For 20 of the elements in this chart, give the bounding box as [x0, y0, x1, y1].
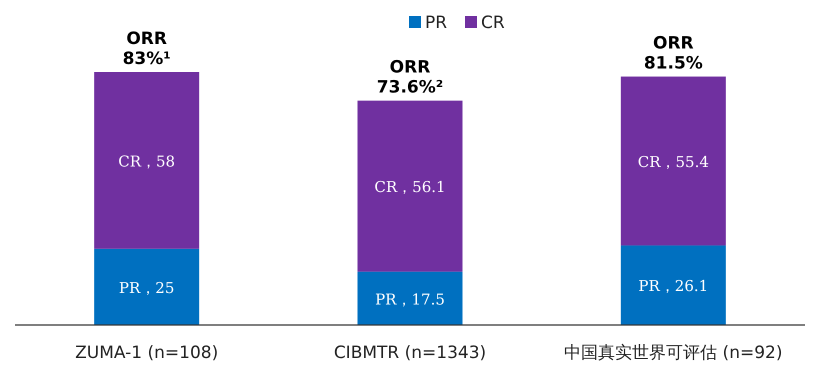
legend-label: CR: [481, 13, 505, 33]
data-label: PR，25: [118, 278, 174, 297]
data-label: CR，58: [118, 152, 176, 170]
data-label: PR，26.1: [638, 277, 708, 296]
total-label: ORR 83%¹: [122, 29, 171, 69]
bar: [358, 272, 462, 325]
bar: [620, 76, 726, 246]
bar: [358, 100, 462, 272]
x-tick-label: 中国真实世界可评估 (n=92): [564, 343, 782, 363]
bar: [620, 245, 726, 325]
legend-label: PR: [425, 13, 448, 33]
bar: [94, 72, 200, 249]
total-label: ORR 81.5%: [644, 34, 703, 74]
bar: [94, 248, 200, 325]
data-label: PR，17.5: [375, 290, 445, 308]
data-label: CR，55.4: [638, 153, 709, 172]
x-tick-label: ZUMA-1 (n=108): [75, 343, 218, 363]
total-label: ORR 73.6%²: [376, 58, 444, 98]
data-label: CR，56.1: [374, 178, 446, 196]
x-tick-label: CIBMTR (n=1343): [334, 343, 486, 363]
